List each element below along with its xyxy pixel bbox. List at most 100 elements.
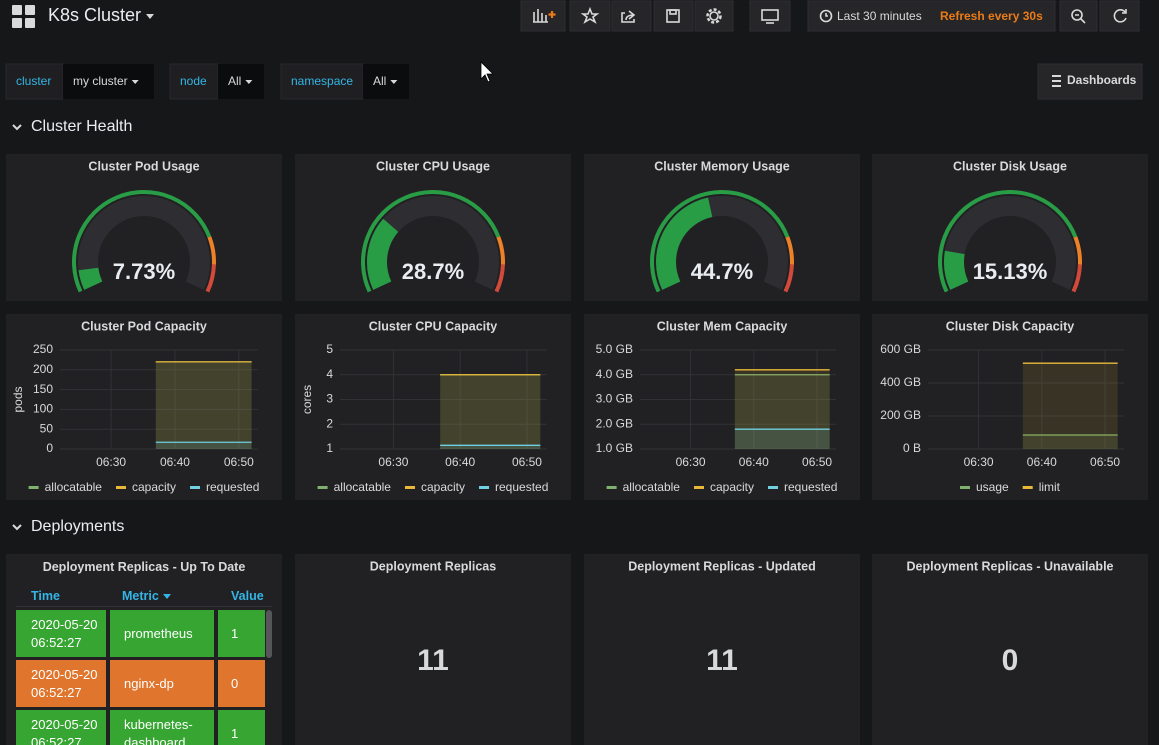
legend-swatch[interactable]: [317, 486, 328, 489]
legend-label[interactable]: limit: [1039, 480, 1061, 494]
section-title: Cluster Health: [31, 118, 132, 135]
legend-label[interactable]: requested: [784, 480, 837, 494]
legend-swatch[interactable]: [693, 486, 704, 489]
collapse-chevron[interactable]: [12, 124, 22, 131]
panel-title: Cluster Memory Usage: [654, 159, 790, 173]
add-panel-button[interactable]: [520, 0, 566, 32]
y-tick-label: 0: [46, 441, 53, 455]
column-header[interactable]: Metric: [122, 589, 171, 603]
panel-title: Deployment Replicas: [370, 559, 496, 573]
legend-label[interactable]: requested: [206, 480, 259, 494]
threshold-arc: [938, 190, 1078, 293]
variable-value-box[interactable]: [363, 64, 409, 99]
legend: allocatable capacity requested: [28, 480, 259, 494]
y-tick-label: 100: [33, 402, 53, 416]
toolbar-icons: [533, 6, 1127, 24]
time-picker[interactable]: [807, 0, 1056, 32]
y-tick-label: 2.0 GB: [596, 416, 633, 430]
y-axis-label: pods: [11, 386, 25, 412]
legend-label[interactable]: allocatable: [45, 480, 103, 494]
panel-title: Cluster Disk Capacity: [946, 319, 1075, 333]
panel: [872, 154, 1148, 301]
x-tick-label: 06:40: [160, 455, 190, 469]
variable-label: cluster: [16, 74, 51, 88]
legend-label[interactable]: allocatable: [623, 480, 681, 494]
series-fill: [1022, 363, 1118, 449]
series-fill: [155, 361, 252, 449]
panel-title: Cluster Mem Capacity: [657, 319, 788, 333]
variable-value[interactable]: my cluster: [73, 74, 128, 88]
threshold-arc: [1071, 264, 1082, 293]
threshold-arc: [496, 236, 505, 265]
legend-swatch[interactable]: [959, 486, 970, 489]
grid-icon[interactable]: [12, 5, 35, 28]
variable-label: node: [180, 74, 207, 88]
settings-button[interactable]: [694, 0, 734, 32]
y-tick-label: 5: [326, 342, 333, 356]
x-tick-label: 06:50: [512, 455, 542, 469]
refresh-button[interactable]: [1099, 0, 1140, 32]
legend-label[interactable]: capacity: [132, 480, 176, 494]
stat-value: 11: [417, 644, 449, 677]
gauge-value-arc: [367, 218, 399, 290]
y-tick-label: 2: [326, 416, 333, 430]
legend-label[interactable]: capacity: [710, 480, 754, 494]
column-header[interactable]: Time: [31, 589, 60, 603]
variable-value-box[interactable]: [63, 64, 154, 99]
legend-label[interactable]: allocatable: [334, 480, 392, 494]
y-tick-label: 50: [40, 421, 54, 435]
table-cell: prometheus: [110, 610, 214, 657]
variable-label: namespace: [291, 74, 353, 88]
threshold-arc: [494, 264, 505, 293]
legend-label[interactable]: requested: [495, 480, 548, 494]
table-cell: nginx-dp: [110, 660, 214, 707]
legend-swatch[interactable]: [768, 486, 779, 489]
variable-label-box: [280, 63, 364, 100]
legend-swatch[interactable]: [28, 486, 39, 489]
panel-title: Cluster Pod Usage: [88, 159, 199, 173]
refresh-interval[interactable]: Refresh every 30s: [940, 9, 1043, 23]
panel: [872, 314, 1148, 500]
legend-swatch[interactable]: [115, 486, 126, 489]
gauge-value-arc: [78, 267, 103, 290]
x-tick-label: 06:50: [224, 455, 254, 469]
save-button[interactable]: [653, 0, 694, 32]
star-button[interactable]: [569, 0, 611, 32]
threshold-arc: [205, 264, 216, 293]
legend-swatch[interactable]: [479, 486, 490, 489]
collapse-chevron[interactable]: [12, 524, 22, 531]
y-tick-label: 4: [326, 367, 333, 381]
table-cell: 2020-05-20 06:52:27: [16, 710, 106, 745]
series-fill: [440, 374, 541, 449]
series-fill: [155, 442, 252, 449]
legend-swatch[interactable]: [606, 486, 617, 489]
y-tick-label: 1.0 GB: [596, 441, 633, 455]
panel: [6, 154, 282, 301]
zoom-out-button[interactable]: [1059, 0, 1098, 32]
column-header[interactable]: Value: [231, 589, 264, 603]
legend-swatch[interactable]: [404, 486, 415, 489]
table-cell: 0: [218, 660, 265, 707]
y-tick-label: 3.0 GB: [596, 392, 633, 406]
dashboard-title[interactable]: K8s Cluster: [48, 5, 141, 25]
x-tick-label: 06:40: [739, 455, 769, 469]
time-range[interactable]: Last 30 minutes: [837, 9, 922, 23]
variable-label-box: [169, 63, 219, 100]
variable-caret: [245, 80, 253, 84]
legend-label[interactable]: capacity: [421, 480, 465, 494]
series-fill: [440, 445, 541, 449]
variable-value-box[interactable]: [218, 64, 264, 99]
dashboards-label[interactable]: Dashboards: [1067, 73, 1137, 87]
legend-swatch[interactable]: [1022, 486, 1033, 489]
legend-swatch[interactable]: [190, 486, 201, 489]
legend-label[interactable]: usage: [976, 480, 1009, 494]
tv-mode-button[interactable]: [749, 0, 791, 32]
x-tick-label: 06:50: [1090, 455, 1120, 469]
threshold-arc: [361, 190, 501, 293]
gauge-value: 7.73%: [113, 259, 175, 284]
variable-value[interactable]: All: [228, 74, 241, 88]
y-tick-label: 4.0 GB: [596, 367, 633, 381]
variable-value[interactable]: All: [373, 74, 386, 88]
gauge-track: [78, 196, 210, 290]
